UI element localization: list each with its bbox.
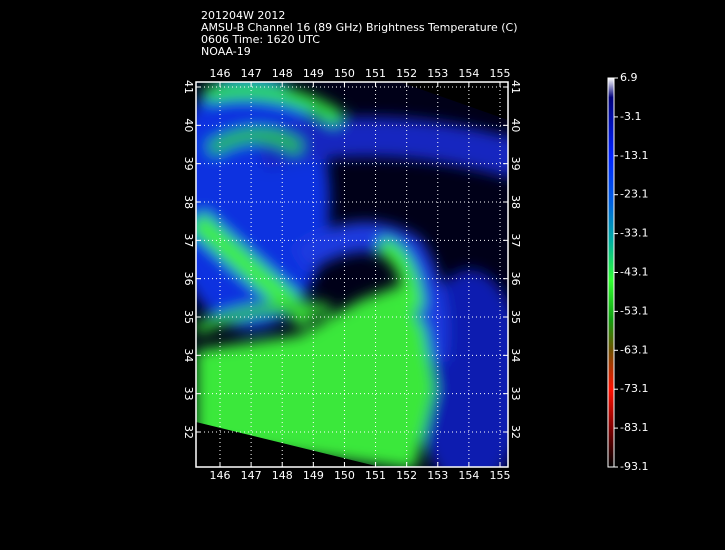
map-frame	[195, 81, 509, 468]
colorbar-labels: 6.9 -3.1 -13.1 -23.1 -33.1 -43.1 -53.1 -63.1 -73…	[614, 71, 648, 473]
lat-label: 33	[182, 387, 195, 401]
grid	[196, 82, 508, 467]
lon-label: 146	[210, 469, 231, 482]
lon-label: 149	[303, 67, 324, 80]
lon-label: 152	[396, 67, 417, 80]
lon-label: 151	[365, 469, 386, 482]
lon-label: 155	[490, 67, 511, 80]
colorbar-label: -53.1	[620, 304, 648, 317]
colorbar-label: 6.9	[620, 71, 638, 84]
lat-label: 37	[509, 233, 522, 247]
lon-label: 149	[303, 469, 324, 482]
lat-label: 35	[509, 310, 522, 324]
colorbar-label: -73.1	[620, 382, 648, 395]
lat-label: 34	[509, 348, 522, 362]
colorbar-label: -33.1	[620, 227, 648, 240]
lon-label: 151	[365, 67, 386, 80]
lat-label: 36	[509, 272, 522, 286]
lat-label: 38	[182, 195, 195, 209]
lon-label: 153	[427, 469, 448, 482]
header-line: AMSU-B Channel 16 (89 GHz) Brightness Te…	[201, 21, 518, 34]
lat-label: 40	[182, 118, 195, 132]
colorbar-label: -13.1	[620, 149, 648, 162]
lat-label: 40	[509, 118, 522, 132]
colorbar-label: -23.1	[620, 188, 648, 201]
colorbar-label: -83.1	[620, 421, 648, 434]
header-line: NOAA-19	[201, 45, 251, 58]
lat-label: 36	[182, 272, 195, 286]
lat-label: 37	[182, 233, 195, 247]
colorbar-label: -93.1	[620, 460, 648, 473]
lon-label: 153	[427, 67, 448, 80]
lat-label: 34	[182, 348, 195, 362]
colorbar-label: -3.1	[620, 110, 641, 123]
lon-label: 147	[241, 469, 262, 482]
lon-label: 146	[210, 67, 231, 80]
lat-label: 41	[509, 80, 522, 94]
colorbar-label: -63.1	[620, 343, 648, 356]
lon-label: 155	[490, 469, 511, 482]
header-line: 0606 Time: 1620 UTC	[201, 33, 320, 46]
lon-label: 148	[272, 469, 293, 482]
lat-label: 32	[509, 425, 522, 439]
axis-labels: 146 146 147 147 148 148 149 149 150 150 151 151 152 1…	[182, 67, 522, 482]
lat-label: 39	[182, 157, 195, 171]
lon-label: 148	[272, 67, 293, 80]
lat-label: 39	[509, 157, 522, 171]
lat-label: 41	[182, 80, 195, 94]
lat-label: 32	[182, 425, 195, 439]
lon-label: 150	[334, 67, 355, 80]
lon-label: 147	[241, 67, 262, 80]
imagery	[196, 82, 508, 467]
lon-label: 154	[458, 469, 479, 482]
colorbar	[607, 77, 615, 468]
colorbar-label: -43.1	[620, 266, 648, 279]
header-line: 201204W 2012	[201, 9, 285, 22]
lon-label: 152	[396, 469, 417, 482]
lat-label: 33	[509, 387, 522, 401]
lon-label: 150	[334, 469, 355, 482]
lat-label: 35	[182, 310, 195, 324]
lat-label: 38	[509, 195, 522, 209]
lon-label: 154	[458, 67, 479, 80]
